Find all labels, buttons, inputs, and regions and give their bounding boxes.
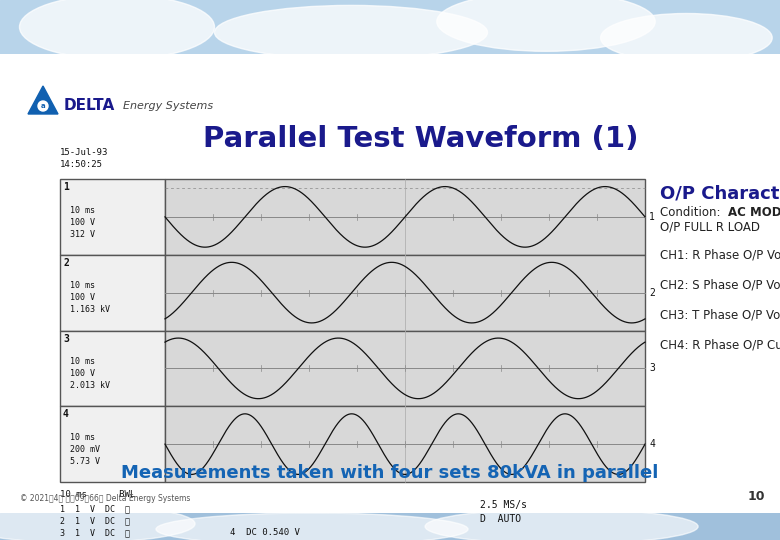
Ellipse shape <box>20 0 214 59</box>
Text: 4: 4 <box>63 409 69 419</box>
Text: 2.5 MS/s: 2.5 MS/s <box>480 500 527 510</box>
Text: 1: 1 <box>649 212 655 222</box>
Bar <box>60 255 165 330</box>
Text: Condition:: Condition: <box>660 206 725 219</box>
Text: DELTA: DELTA <box>64 98 115 113</box>
Text: AC MODE: AC MODE <box>728 206 780 219</box>
Bar <box>165 330 645 406</box>
Text: 3: 3 <box>63 334 69 343</box>
Text: Energy Systems: Energy Systems <box>123 101 213 111</box>
Text: 200 mV: 200 mV <box>70 445 100 454</box>
Text: 312 V: 312 V <box>70 230 95 239</box>
Bar <box>60 406 165 482</box>
Text: 10 ms: 10 ms <box>70 433 95 442</box>
Text: © 2021年4月 上午09时66分 Delta Energy Systems: © 2021年4月 上午09时66分 Delta Energy Systems <box>20 494 190 503</box>
Ellipse shape <box>0 505 195 540</box>
Ellipse shape <box>601 14 772 62</box>
Text: 100 V: 100 V <box>70 293 95 302</box>
Text: 100 V: 100 V <box>70 218 95 226</box>
Text: 4  DC 0.540 V: 4 DC 0.540 V <box>230 528 300 537</box>
Text: 10 ms: 10 ms <box>70 281 95 291</box>
Bar <box>165 179 645 255</box>
Text: Measurements taken with four sets 80kVA in parallel: Measurements taken with four sets 80kVA … <box>122 464 658 482</box>
Text: Parallel Test Waveform (1): Parallel Test Waveform (1) <box>204 125 639 153</box>
Ellipse shape <box>425 509 698 540</box>
Bar <box>165 255 645 330</box>
Text: 10 ms: 10 ms <box>70 357 95 366</box>
Text: 2: 2 <box>63 258 69 268</box>
Text: 10 ms: 10 ms <box>70 206 95 214</box>
Ellipse shape <box>215 5 488 59</box>
Text: CH2: S Phase O/P Voltage 100V/DIV: CH2: S Phase O/P Voltage 100V/DIV <box>660 279 780 292</box>
Text: CH4: R Phase O/P Current 200A/DIV: CH4: R Phase O/P Current 200A/DIV <box>660 339 780 352</box>
Bar <box>60 330 165 406</box>
Text: 14:50:25: 14:50:25 <box>60 160 103 169</box>
Text: 3  1  V  DC  ㎼: 3 1 V DC ㎼ <box>60 528 130 537</box>
Text: 3: 3 <box>649 363 655 373</box>
Text: 10: 10 <box>747 490 765 503</box>
Text: 2  1  V  DC  ㎼: 2 1 V DC ㎼ <box>60 516 130 525</box>
Bar <box>60 179 165 255</box>
Text: 2.013 kV: 2.013 kV <box>70 381 110 390</box>
Text: O/P Characteristic: O/P Characteristic <box>660 184 780 202</box>
Text: 5.73 V: 5.73 V <box>70 457 100 466</box>
Text: 10 ms      BWL: 10 ms BWL <box>60 490 135 499</box>
Text: 2: 2 <box>649 288 655 298</box>
Text: 1  1  V  DC  ㎼: 1 1 V DC ㎼ <box>60 504 130 513</box>
Polygon shape <box>28 86 58 114</box>
Text: CH1: R Phase O/P Voltage 100V/DIV: CH1: R Phase O/P Voltage 100V/DIV <box>660 249 780 262</box>
Ellipse shape <box>156 513 468 540</box>
Circle shape <box>38 101 48 111</box>
Ellipse shape <box>437 0 655 51</box>
Text: 1.163 kV: 1.163 kV <box>70 305 110 314</box>
Text: 15-Jul-93: 15-Jul-93 <box>60 148 108 157</box>
Bar <box>165 406 645 482</box>
Text: CH3: T Phase O/P Voltage 100V/DIV: CH3: T Phase O/P Voltage 100V/DIV <box>660 309 780 322</box>
Text: 4: 4 <box>649 439 655 449</box>
Text: 100 V: 100 V <box>70 369 95 378</box>
Text: a: a <box>41 103 45 109</box>
Text: D  AUTO: D AUTO <box>480 514 521 524</box>
Text: 1: 1 <box>63 182 69 192</box>
Text: O/P FULL R LOAD: O/P FULL R LOAD <box>660 221 760 234</box>
